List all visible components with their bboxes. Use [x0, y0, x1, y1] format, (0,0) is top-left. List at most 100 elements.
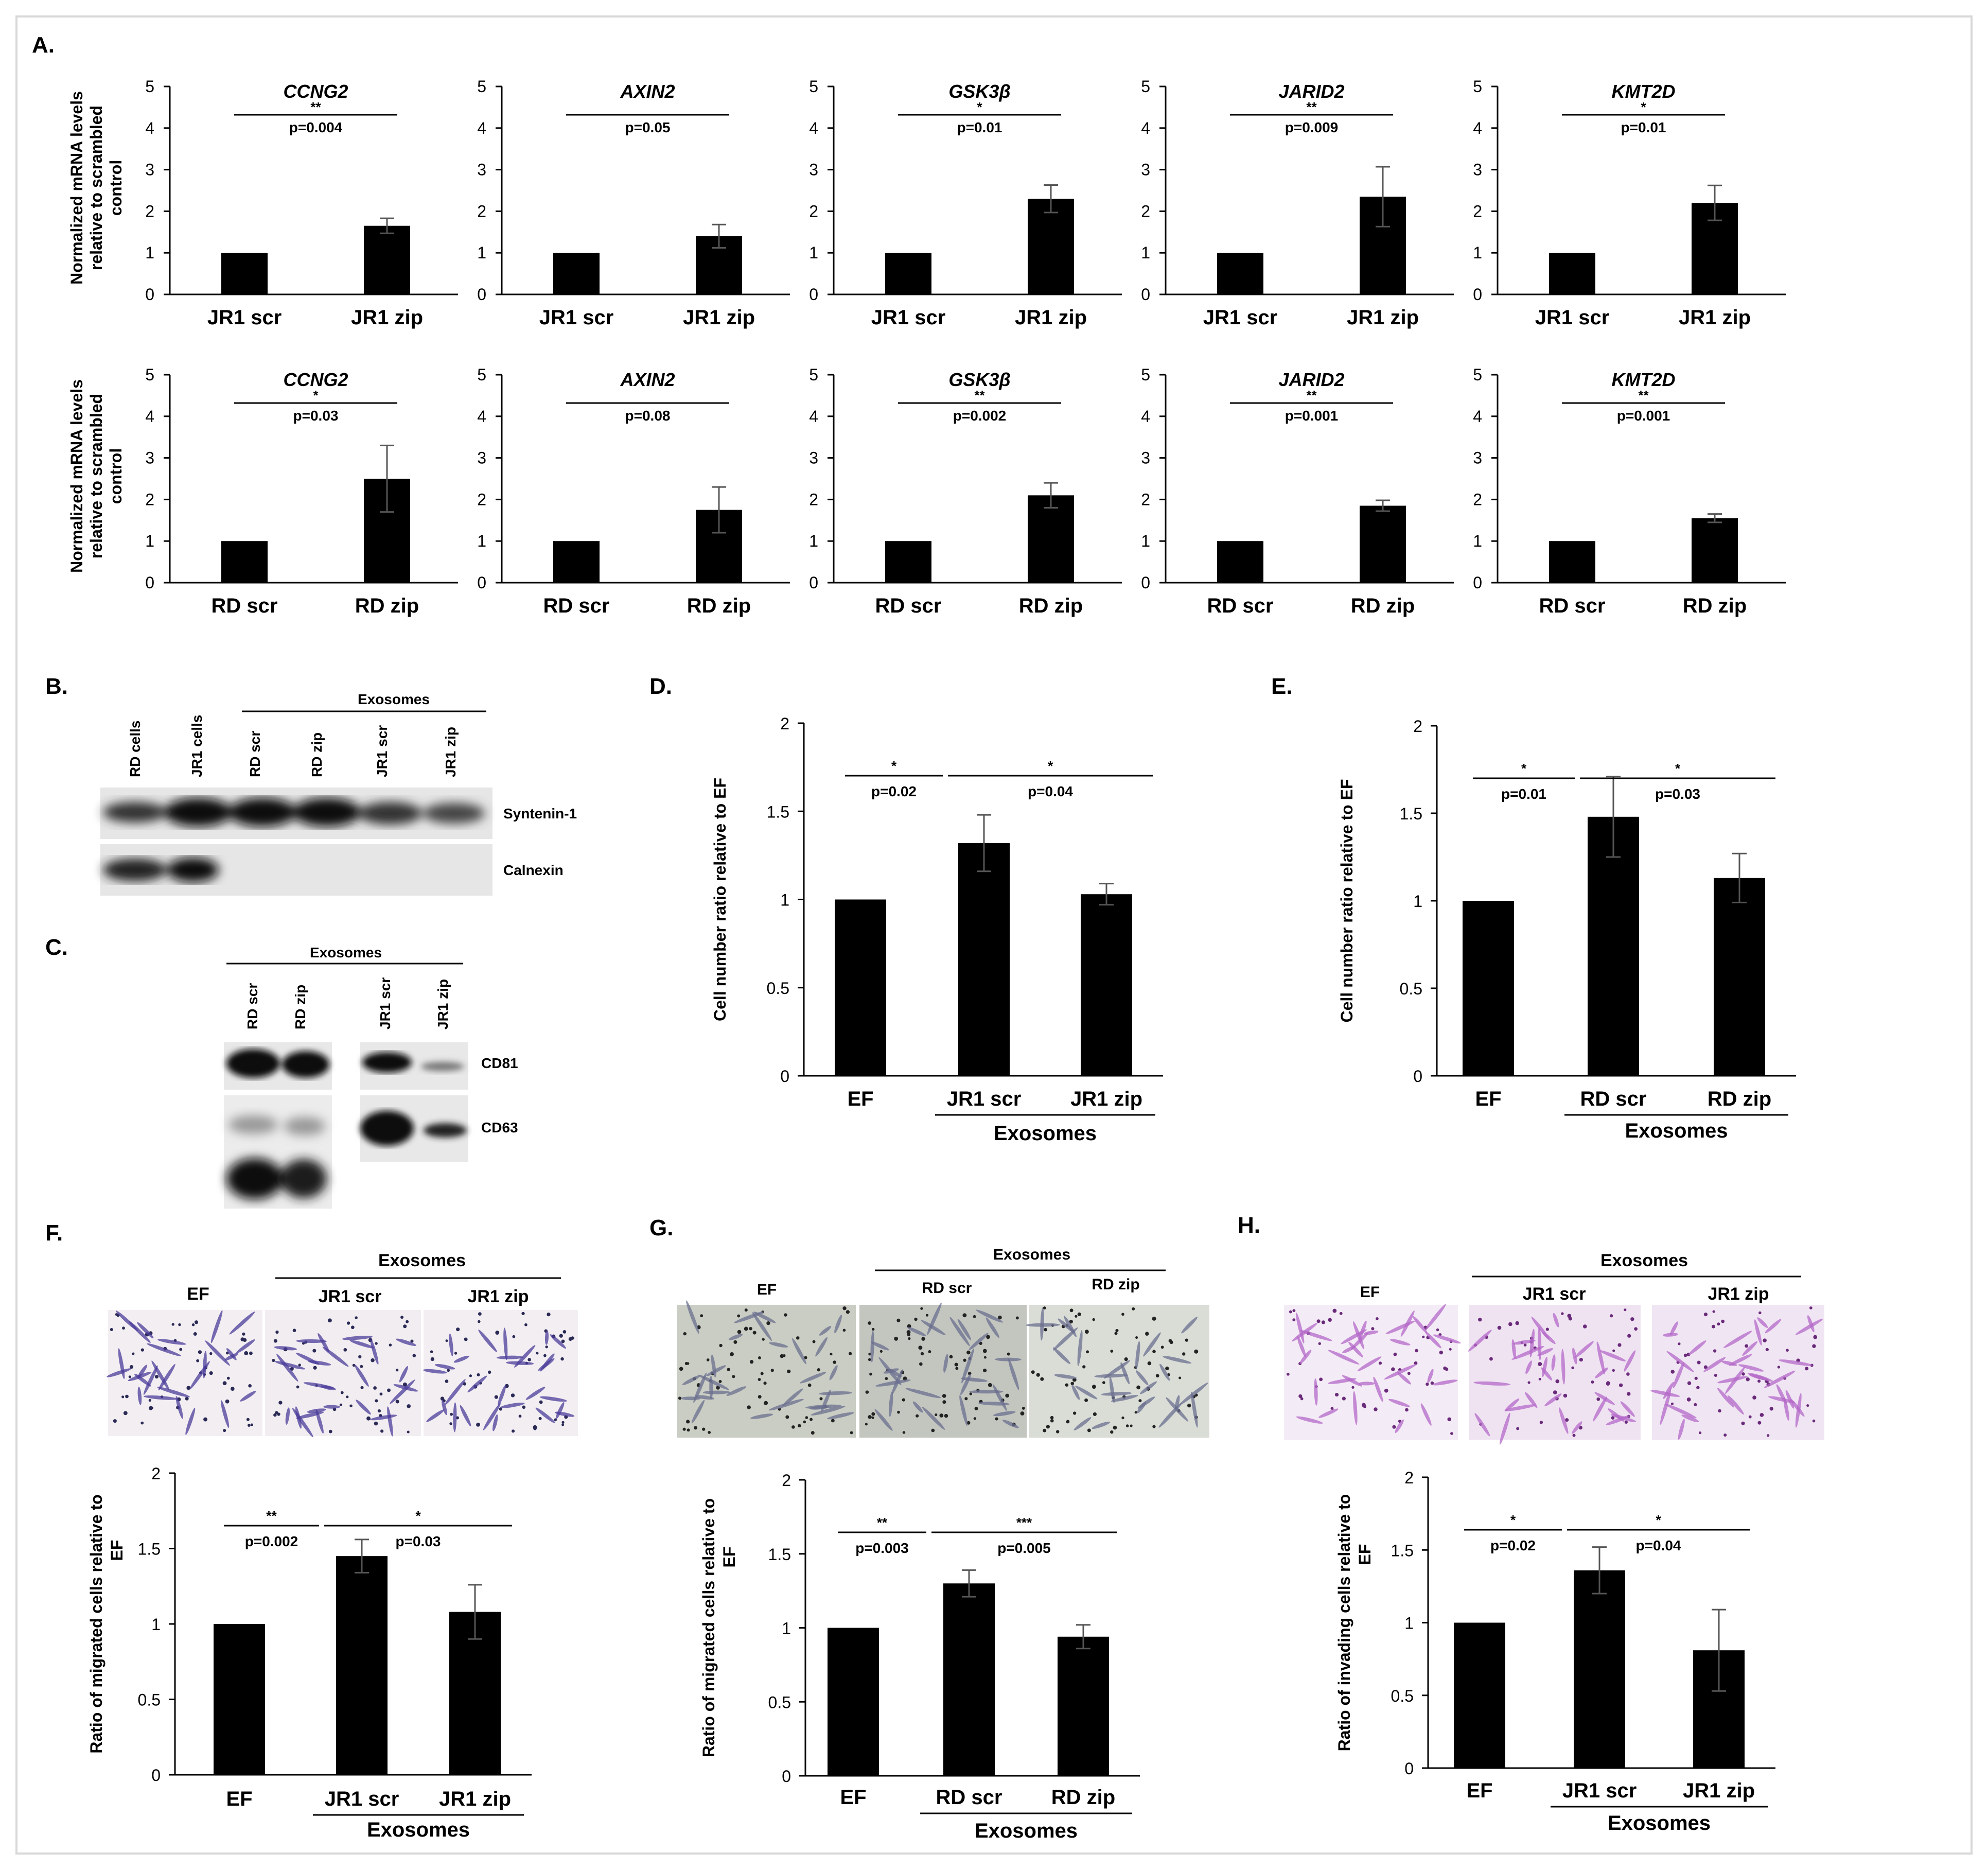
cell-body — [349, 1340, 375, 1349]
cell-body — [1572, 1421, 1582, 1434]
cell-body — [296, 1339, 327, 1343]
cell-body — [1092, 1421, 1111, 1429]
cell-body — [1388, 1399, 1410, 1407]
cell-nucleus — [1110, 1350, 1114, 1353]
cell-body — [1747, 1373, 1773, 1382]
cell-nucleus — [478, 1312, 482, 1316]
category-label: JR1 scr — [207, 306, 282, 329]
category-label: RD scr — [1580, 1088, 1647, 1110]
cell-nucleus — [871, 1416, 874, 1419]
cell-nucleus — [328, 1429, 332, 1434]
y-tick-label: 1 — [1141, 532, 1150, 550]
cell-nucleus — [536, 1352, 539, 1355]
band-label-syntenin: Syntenin-1 — [503, 806, 577, 822]
y-tick-label: 2 — [477, 202, 486, 220]
cell-body — [1191, 1391, 1198, 1428]
cell-nucleus — [1508, 1322, 1512, 1326]
cell-body — [514, 1345, 536, 1368]
category-label: RD scr — [936, 1786, 1002, 1809]
cell-nucleus — [533, 1426, 537, 1430]
cell-nucleus — [1378, 1361, 1382, 1365]
y-tick-label: 0 — [1473, 285, 1482, 304]
cell-body — [460, 1405, 471, 1427]
cell-body — [1474, 1413, 1490, 1437]
cell-nucleus — [1712, 1310, 1715, 1313]
cell-nucleus — [973, 1315, 976, 1318]
y-axis-label: EF — [720, 1547, 738, 1568]
y-tick-label: 0 — [1404, 1759, 1414, 1778]
cell-nucleus — [1114, 1332, 1118, 1335]
cell-body — [118, 1348, 125, 1379]
cell-body — [969, 1333, 989, 1350]
cell-body — [1094, 1374, 1129, 1378]
cell-body — [1052, 1347, 1071, 1365]
panel-g-group-label: Exosomes — [993, 1246, 1070, 1263]
lane-label: RD zip — [309, 732, 325, 777]
cell-nucleus — [1439, 1350, 1444, 1355]
cell-body — [1101, 1392, 1132, 1396]
cell-nucleus — [762, 1338, 765, 1341]
cell-nucleus — [1703, 1365, 1708, 1369]
cell-body — [189, 1361, 210, 1390]
cell-nucleus — [846, 1310, 850, 1314]
cell-nucleus — [407, 1430, 410, 1434]
cell-nucleus — [865, 1390, 869, 1394]
micrograph-cells — [678, 1300, 1208, 1435]
p-value: p=0.02 — [871, 783, 917, 799]
cell-nucleus — [395, 1400, 399, 1404]
cell-nucleus — [758, 1395, 762, 1399]
p-value: p=0.001 — [1285, 408, 1339, 424]
cell-body — [1143, 1332, 1161, 1357]
y-tick-label: 2 — [145, 490, 154, 509]
cell-body — [682, 1375, 700, 1386]
cell-nucleus — [1612, 1369, 1615, 1372]
cell-nucleus — [931, 1428, 935, 1432]
y-tick-label: 1 — [782, 1619, 791, 1638]
cell-nucleus — [983, 1356, 987, 1359]
cell-nucleus — [125, 1394, 129, 1399]
cell-nucleus — [1760, 1413, 1764, 1417]
cell-nucleus — [339, 1403, 343, 1407]
cell-nucleus — [1757, 1421, 1762, 1425]
cell-body — [1053, 1327, 1078, 1351]
cell-nucleus — [1447, 1417, 1452, 1422]
category-label: RD zip — [687, 595, 751, 617]
cell-body — [276, 1354, 298, 1382]
y-axis-label: Ratio of migrated cells relative to — [87, 1494, 105, 1753]
cell-body — [1663, 1382, 1674, 1399]
cell-nucleus — [708, 1430, 711, 1434]
y-axis-label: Ratio of invading cells relative to — [1335, 1494, 1353, 1752]
cell-body — [1299, 1330, 1332, 1341]
cell-nucleus — [1426, 1383, 1429, 1386]
cell-body — [922, 1407, 945, 1430]
cell-nucleus — [1007, 1352, 1010, 1356]
category-label: RD zip — [1019, 595, 1083, 617]
cell-nucleus — [464, 1337, 468, 1341]
cell-body — [1348, 1341, 1363, 1358]
gene-title: GSK3β — [948, 369, 1010, 390]
cell-nucleus — [1316, 1319, 1321, 1323]
p-value: p=0.01 — [957, 119, 1002, 135]
y-tick-label: 3 — [809, 449, 818, 467]
cell-nucleus — [1289, 1310, 1292, 1314]
cell-nucleus — [512, 1335, 516, 1338]
cell-nucleus — [154, 1375, 159, 1379]
cell-body — [1427, 1369, 1434, 1383]
cell-body — [296, 1411, 324, 1419]
cell-nucleus — [1686, 1397, 1691, 1402]
cell-body — [1135, 1341, 1140, 1370]
cell-nucleus — [1545, 1327, 1549, 1331]
panel-h-group-label: Exosomes — [1600, 1251, 1688, 1270]
cell-nucleus — [430, 1350, 433, 1353]
cell-nucleus — [1422, 1335, 1425, 1338]
category-label: RD zip — [355, 595, 419, 617]
group-label: Exosomes — [994, 1122, 1097, 1145]
category-label: EF — [226, 1788, 252, 1810]
cell-nucleus — [1132, 1307, 1135, 1310]
cell-body — [1389, 1339, 1411, 1345]
y-tick-label: 3 — [1141, 161, 1150, 179]
cell-body — [1559, 1407, 1569, 1434]
cd63-bands-rd — [226, 1115, 327, 1199]
cell-nucleus — [798, 1424, 801, 1428]
y-tick-label: 0 — [145, 285, 154, 304]
